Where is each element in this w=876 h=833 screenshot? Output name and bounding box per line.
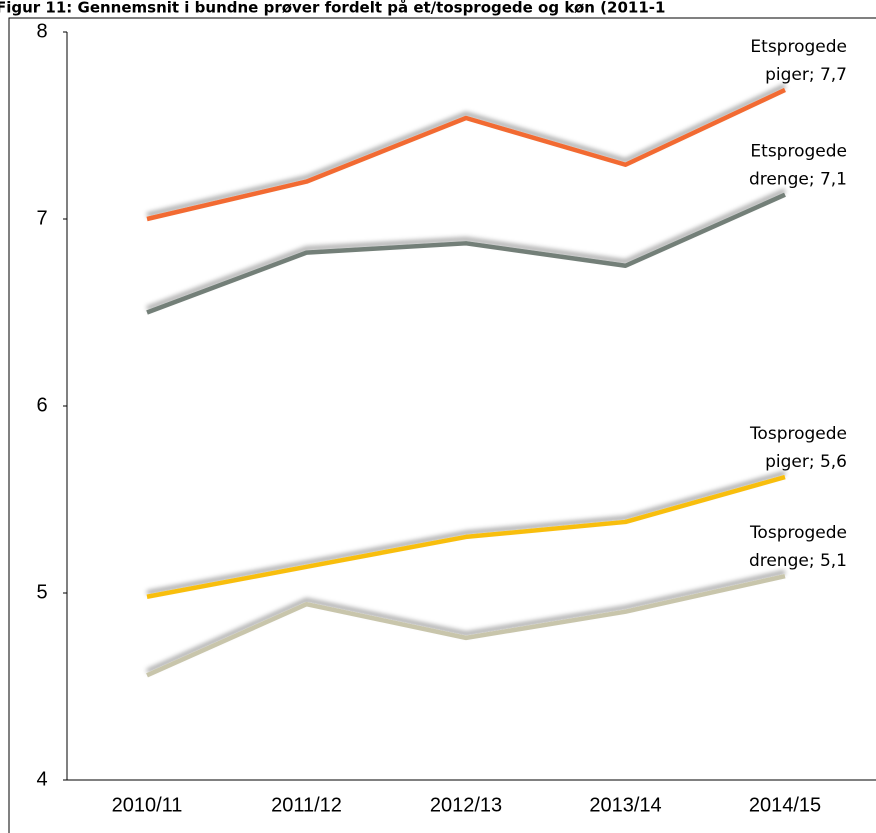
line [146, 87, 786, 222]
line-label: piger; 7,7 [765, 65, 847, 85]
line-label: piger; 5,6 [765, 452, 847, 472]
line-label: Tosprogede [749, 424, 847, 444]
x-tick-label: 2011/12 [271, 794, 342, 816]
line [146, 573, 786, 678]
line [146, 192, 786, 315]
x-tick-label: 2012/13 [430, 794, 502, 816]
y-tick-label: 5 [36, 581, 47, 603]
x-tick-label: 2013/14 [589, 794, 661, 816]
line-label: Etsprogede [750, 142, 847, 162]
y-tick-label: 7 [36, 207, 47, 229]
line-label: drenge; 7,1 [749, 170, 847, 190]
chart-title: Figur 11: Gennemsnit i bundne prøver for… [0, 0, 665, 17]
x-tick-label: 2014/15 [749, 794, 821, 816]
x-tick-label: 2010/11 [112, 794, 183, 816]
line [146, 474, 786, 599]
y-tick-label: 4 [36, 768, 47, 790]
line-label: Etsprogede [750, 37, 847, 57]
y-tick-label: 8 [36, 20, 47, 42]
line-label: Tosprogede [749, 523, 847, 543]
frame [8, 17, 876, 833]
line-label: drenge; 5,1 [749, 551, 847, 571]
y-tick-label: 6 [36, 394, 47, 416]
